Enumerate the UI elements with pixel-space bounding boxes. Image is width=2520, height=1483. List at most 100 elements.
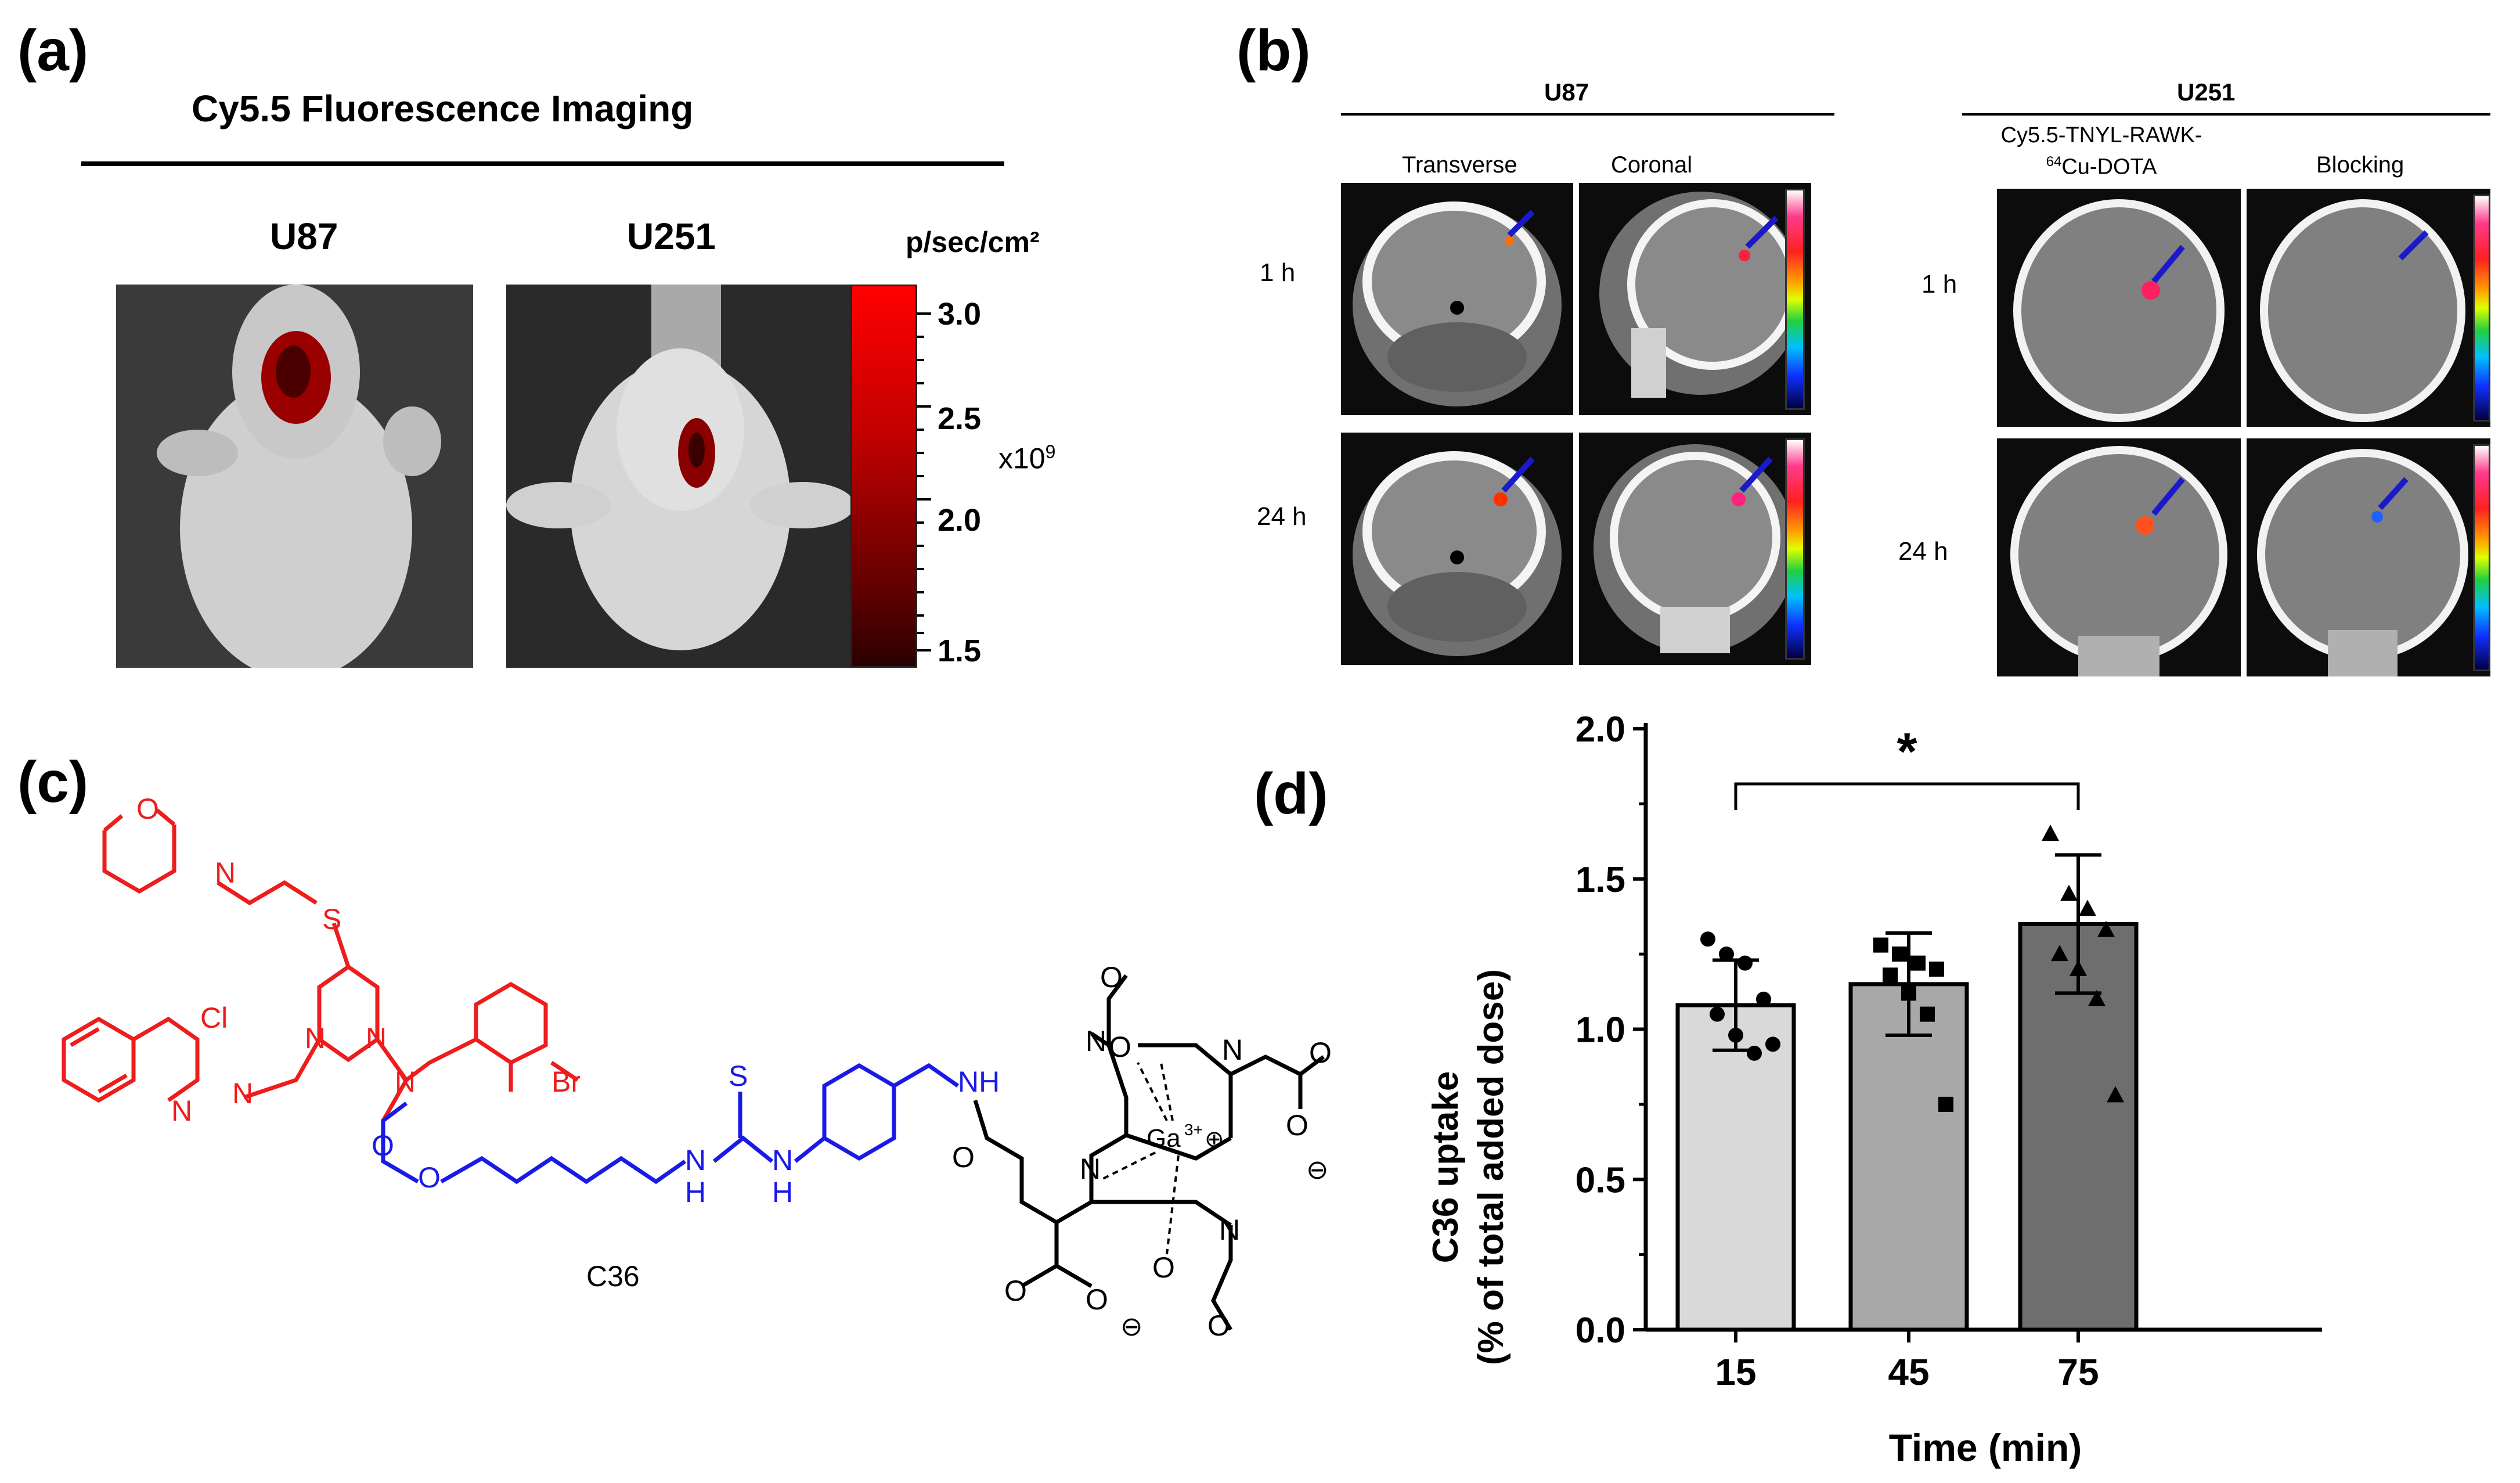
svg-text:NH: NH [958, 1066, 1000, 1098]
svg-text:N: N [772, 1144, 793, 1176]
colorbar-tick-2-5: 2.5 [938, 401, 982, 436]
column-label-coronal: Coronal [1611, 152, 1693, 178]
svg-text:Br: Br [551, 1066, 581, 1098]
data-point [1901, 985, 1916, 1001]
data-point [1892, 946, 1907, 962]
colorbar-tick-2-0: 2.0 [938, 503, 982, 538]
panel-b-label: (b) [1236, 18, 1311, 83]
svg-text:O: O [1086, 1283, 1108, 1316]
data-point [1873, 937, 1888, 953]
x-tick-label: 15 [1715, 1351, 1756, 1393]
c36-chelator [973, 974, 1325, 1331]
data-point [1883, 967, 1898, 983]
svg-text:O: O [1004, 1275, 1027, 1307]
svg-text:N: N [1080, 1153, 1101, 1185]
panel-c-label: (c) [17, 750, 89, 815]
ct-u251-blocking-24h [2247, 438, 2490, 676]
data-point [2042, 825, 2059, 841]
colorbar-multiplier: x109 [998, 441, 1056, 475]
data-point [1719, 946, 1734, 962]
data-point [1765, 1036, 1780, 1052]
group-rule-u87 [1341, 113, 1834, 116]
ct-u87-transverse-24h [1341, 433, 1573, 665]
svg-text:O: O [1100, 961, 1123, 994]
c36-structure: O N S Cl Br N N N N N O O S N H N H NH [62, 793, 1332, 1342]
svg-text:N: N [1086, 1025, 1106, 1057]
group-label-u87: U87 [1544, 78, 1589, 106]
y-tick-label: 1.0 [1576, 1010, 1625, 1050]
data-point [1728, 1027, 1743, 1043]
svg-text:⊖: ⊖ [1120, 1311, 1143, 1341]
panel-d-label: (d) [1254, 761, 1328, 826]
c36-head [62, 808, 579, 1122]
ct-colorbar [1785, 438, 1805, 660]
panel-a-label: (a) [17, 18, 89, 83]
svg-text:N: N [685, 1144, 706, 1176]
data-point [2107, 1086, 2124, 1103]
data-point [1747, 1045, 1762, 1061]
svg-text:N: N [1222, 1034, 1243, 1066]
svg-text:O: O [1109, 1031, 1131, 1063]
data-point [1710, 1006, 1725, 1022]
data-point [2079, 899, 2096, 916]
svg-text:O: O [1286, 1109, 1308, 1142]
significance-bracket [1734, 782, 2080, 810]
ct-u87-transverse-1h [1341, 183, 1573, 415]
data-point [1938, 1096, 1953, 1112]
row-label-24h-left: 24 h [1257, 502, 1307, 531]
svg-text:H: H [772, 1176, 793, 1208]
ct-u251-tracer-1h [1997, 189, 2241, 427]
svg-text:O: O [1309, 1036, 1332, 1069]
colorbar-unit: p/sec/cm² [906, 226, 1040, 258]
svg-text:S: S [729, 1060, 748, 1092]
svg-text:H: H [685, 1176, 706, 1208]
ct-colorbar [2473, 195, 2490, 422]
svg-text:O: O [418, 1161, 441, 1194]
y-tick-label: 2.0 [1576, 710, 1625, 750]
svg-text:O: O [1207, 1309, 1230, 1342]
svg-text:N: N [366, 1022, 387, 1054]
svg-text:O: O [952, 1141, 975, 1174]
panel-a-image-label-u251: U251 [627, 215, 716, 257]
c36-linker [381, 1063, 960, 1185]
svg-text:N: N [1219, 1214, 1240, 1246]
chart-x-axis-label: Time (min) [1888, 1426, 2082, 1469]
data-point [1737, 955, 1753, 971]
svg-text:⊖: ⊖ [1306, 1154, 1329, 1185]
row-label-1h-right: 1 h [1921, 270, 1957, 298]
panel-a-image-label-u87: U87 [270, 215, 338, 257]
uptake-bar-chart: 0.0 0.5 1.0 1.5 2.0 15 45 75 * [1576, 710, 2322, 1393]
svg-text:O: O [136, 793, 159, 825]
group-label-u251: U251 [2177, 78, 2236, 106]
group-rule-u251 [1962, 113, 2490, 116]
svg-text:O: O [1152, 1251, 1175, 1284]
svg-text:N: N [395, 1066, 416, 1098]
y-tick-label: 1.5 [1576, 860, 1625, 900]
data-point [1700, 931, 1715, 947]
svg-text:N: N [215, 856, 236, 889]
significance-marker: * [1897, 723, 1917, 781]
data-point [1756, 991, 1771, 1007]
svg-text:N: N [305, 1022, 326, 1054]
svg-text:Ga: Ga [1147, 1124, 1181, 1153]
chart-y-axis-label: C36 uptake (% of total added dose) [1426, 969, 1511, 1365]
ct-u87-coronal-24h [1579, 433, 1811, 665]
compound-label: C36 [586, 1260, 640, 1293]
y-tick-label: 0.5 [1576, 1160, 1625, 1200]
fluorescence-colorbar [850, 285, 917, 668]
svg-text:O: O [372, 1129, 394, 1162]
column-label-transverse: Transverse [1402, 152, 1517, 178]
data-point [2097, 920, 2115, 937]
data-point [1920, 1006, 1935, 1022]
mouse-image-u251 [506, 285, 855, 668]
ct-colorbar [1785, 189, 1805, 410]
svg-text:N: N [171, 1095, 192, 1127]
panel-a-rule [81, 161, 1004, 166]
ct-colorbar [2473, 444, 2490, 671]
bar [1675, 1003, 1796, 1332]
svg-text:N: N [232, 1077, 253, 1110]
data-point [2088, 989, 2106, 1006]
data-point [2051, 945, 2068, 962]
data-point [2070, 960, 2087, 976]
x-tick-label: 75 [2057, 1351, 2099, 1393]
